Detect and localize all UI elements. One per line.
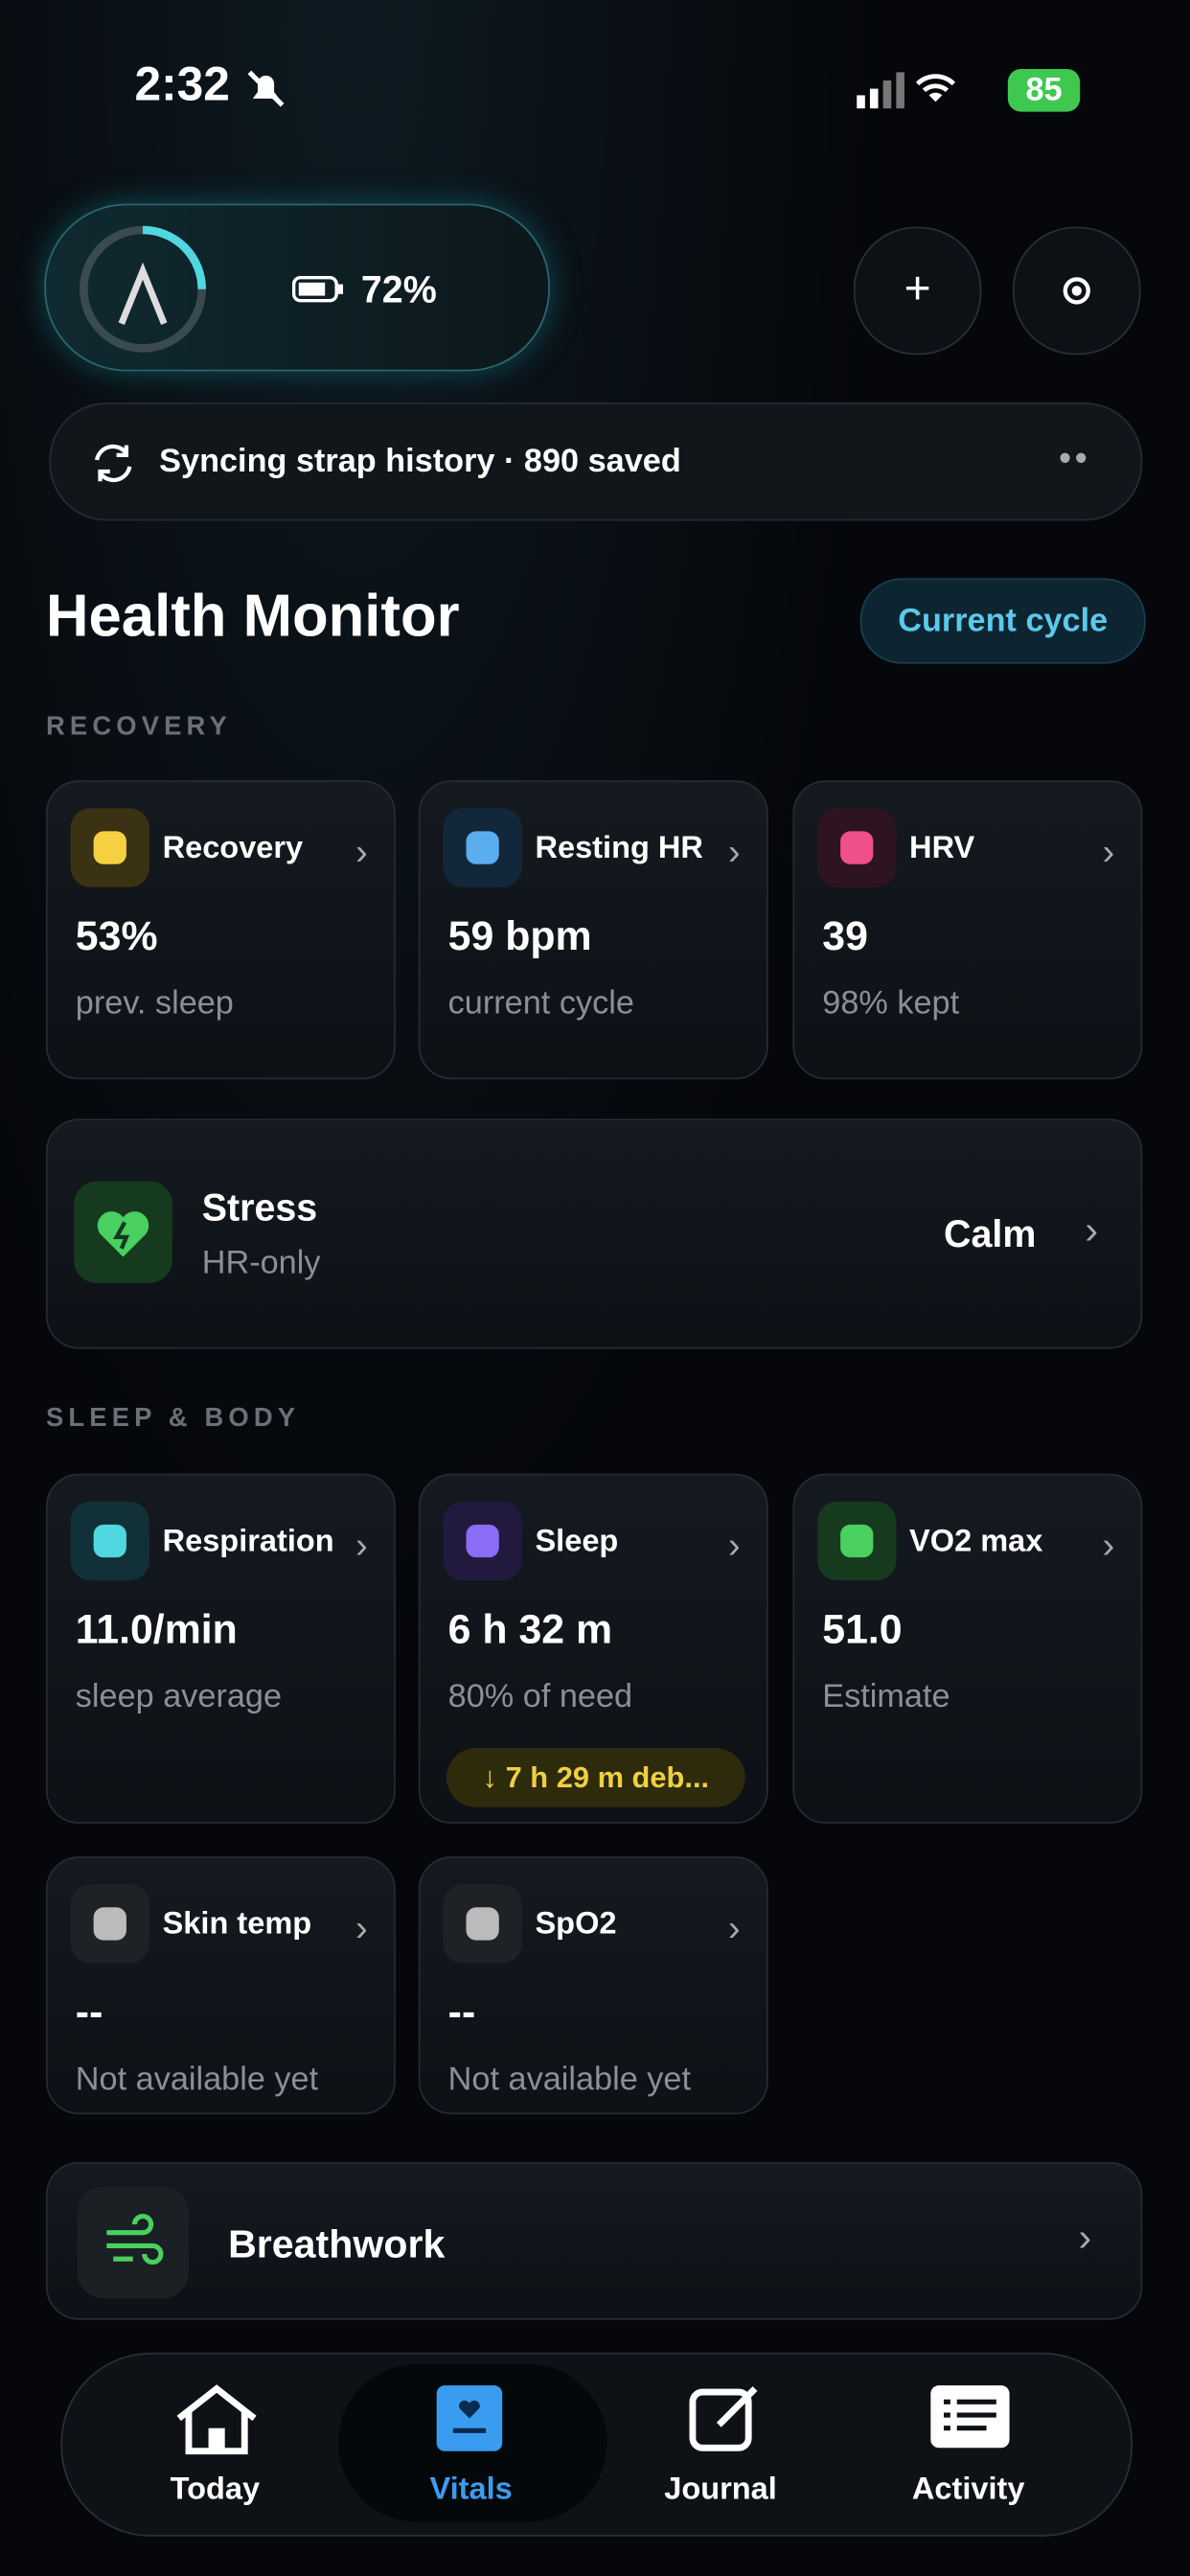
chevron: ›: [355, 1907, 368, 1949]
mute-icon: [247, 70, 285, 107]
stress-sub: HR-only: [201, 1245, 321, 1282]
signal-wifi: [857, 72, 956, 109]
card-title: Respiration: [162, 1524, 334, 1559]
card-sub: 80% of need: [447, 1679, 633, 1715]
more[interactable]: ••: [1058, 437, 1091, 478]
chevron: ›: [1102, 831, 1115, 873]
metric-icon: [443, 1884, 522, 1964]
card-title: VO2 max: [909, 1524, 1043, 1559]
vitals-icon: [436, 2385, 503, 2451]
device-battery: 72%: [360, 267, 437, 311]
metric-icon: [817, 1501, 897, 1581]
tab-bar: [60, 2352, 1133, 2537]
icon-dot: [840, 1524, 874, 1558]
card-sub: sleep average: [75, 1679, 283, 1715]
chevron: ›: [1078, 2216, 1092, 2261]
chevron: ›: [1102, 1524, 1115, 1566]
metric-card[interactable]: Sleep › 6 h 32 m 80% of need ↓ 7 h 29 m deb.…: [418, 1473, 768, 1824]
chevron: ›: [728, 831, 741, 873]
cycle-button[interactable]: Current cycle: [859, 578, 1146, 664]
add-button[interactable]: +: [853, 226, 982, 356]
stress-icon: [74, 1181, 172, 1283]
journal-icon: [689, 2386, 758, 2451]
chevron: ›: [728, 1907, 741, 1949]
card-sub: Estimate: [822, 1679, 950, 1715]
metric-card[interactable]: HRV › 39 98% kept: [792, 780, 1143, 1080]
card-sub: Not available yet: [447, 2061, 692, 2099]
card-sub: current cycle: [447, 985, 634, 1023]
section-label: SLEEP & BODY: [45, 1404, 301, 1433]
metric-card[interactable]: Recovery › 53% prev. sleep: [45, 780, 396, 1080]
chevron: ›: [355, 831, 368, 873]
chevron: ›: [728, 1524, 741, 1566]
metric-icon: [443, 1501, 522, 1581]
battery-icon: [291, 276, 344, 303]
activity-icon: [930, 2385, 1010, 2449]
section-label: RECOVERY: [45, 713, 232, 742]
home-icon: [176, 2384, 257, 2455]
card-value: --: [75, 1990, 103, 2036]
icon-dot: [93, 1524, 126, 1558]
card-title: SpO2: [535, 1907, 617, 1943]
debt-badge: ↓ 7 h 29 m deb...: [446, 1748, 745, 1807]
battery-status: 85: [1007, 69, 1081, 112]
card-value: --: [447, 1990, 476, 2036]
card-value: 39: [822, 913, 868, 960]
metric-card[interactable]: SpO2 › -- Not available yet: [418, 1856, 768, 2115]
device-ring: [80, 225, 206, 353]
card-value: 11.0/min: [75, 1606, 238, 1653]
icon-dot: [840, 831, 874, 864]
breathwork-card[interactable]: Breathwork ›: [45, 2162, 1143, 2320]
sync-icon: [94, 444, 132, 483]
card-sub: 98% kept: [822, 985, 960, 1023]
settings-button[interactable]: [1012, 226, 1141, 356]
tab-label[interactable]: Vitals: [429, 2472, 513, 2508]
card-value: 59 bpm: [447, 913, 592, 960]
card-value: 53%: [75, 913, 158, 960]
metric-card[interactable]: Respiration › 11.0/min sleep average: [45, 1473, 396, 1824]
chevron: ›: [1085, 1208, 1099, 1254]
metric-icon: [70, 808, 149, 887]
sync-banner[interactable]: Syncing strap history · 890 saved ••: [49, 402, 1143, 521]
stress-state: Calm: [944, 1212, 1037, 1255]
page-title: Health Monitor: [45, 581, 460, 650]
card-title: HRV: [909, 831, 975, 866]
metric-icon: [443, 808, 522, 887]
card-sub: Not available yet: [75, 2061, 319, 2099]
card-sub: prev. sleep: [75, 985, 234, 1023]
stress-title: Stress: [201, 1185, 318, 1230]
card-title: Resting HR: [535, 831, 703, 866]
breathwork-title: Breathwork: [228, 2222, 446, 2267]
icon-dot: [466, 831, 499, 864]
icon-dot: [93, 1907, 126, 1941]
metric-card[interactable]: Resting HR › 59 bpm current cycle: [418, 780, 768, 1080]
tab-label[interactable]: Journal: [664, 2472, 777, 2508]
metric-card[interactable]: Skin temp › -- Not available yet: [45, 1856, 396, 2115]
card-title: Sleep: [535, 1524, 619, 1559]
card-title: Recovery: [162, 831, 304, 866]
metric-icon: [70, 1501, 149, 1581]
breathwork-icon: [77, 2186, 190, 2299]
stress-card[interactable]: Stress HR-only Calm ›: [45, 1118, 1143, 1349]
card-value: 51.0: [822, 1606, 903, 1653]
metric-icon: [70, 1884, 149, 1964]
metric-icon: [817, 808, 897, 887]
sync-text: Syncing strap history · 890 saved: [159, 443, 681, 480]
device-pill[interactable]: 72%: [44, 203, 550, 372]
card-title: Skin temp: [162, 1907, 312, 1943]
tab-label[interactable]: Today: [170, 2472, 261, 2508]
icon-dot: [93, 831, 126, 864]
icon-dot: [466, 1524, 499, 1558]
icon-dot: [466, 1907, 499, 1941]
clock: 2:32: [134, 58, 230, 112]
chevron: ›: [355, 1524, 368, 1566]
card-value: 6 h 32 m: [447, 1606, 613, 1653]
tab-label[interactable]: Activity: [911, 2472, 1025, 2508]
metric-card[interactable]: VO2 max › 51.0 Estimate: [792, 1473, 1143, 1824]
